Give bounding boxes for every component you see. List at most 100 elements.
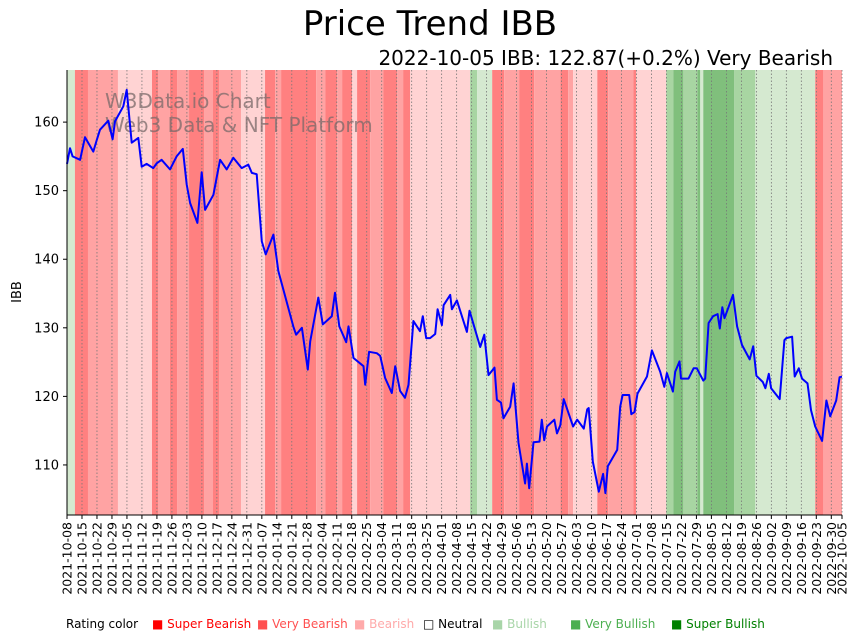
x-tick-label: 2022-02-25	[359, 522, 374, 595]
x-tick-label: 2022-02-11	[329, 522, 344, 595]
legend-swatch-icon: ■	[152, 617, 168, 631]
x-tick-label: 2022-07-08	[644, 522, 659, 595]
rating-band	[568, 70, 574, 515]
legend-item: ■ Bearish	[354, 617, 414, 631]
x-tick-label: 2022-05-27	[554, 522, 569, 595]
x-tick-label: 2022-05-06	[509, 522, 524, 595]
rating-band	[74, 70, 88, 515]
x-tick-label: 2022-06-10	[584, 522, 599, 595]
x-tick-label: 2022-09-30	[824, 522, 839, 595]
rating-band	[157, 70, 170, 515]
x-tick-label: 2022-04-29	[494, 522, 509, 595]
rating-band	[403, 70, 411, 515]
x-tick-label: 2021-10-29	[104, 522, 119, 595]
x-tick-label: 2022-01-14	[269, 522, 284, 595]
watermark-text: W3Data.io Chart	[105, 89, 271, 113]
rating-band	[213, 70, 220, 515]
legend-item: ■ Very Bullish	[570, 617, 655, 631]
y-tick-label: 130	[34, 321, 59, 336]
rating-band	[352, 70, 358, 515]
x-tick-label: 2022-06-24	[614, 522, 629, 595]
x-tick-label: 2022-06-03	[569, 522, 584, 595]
y-tick-label: 120	[34, 390, 59, 405]
rating-band	[397, 70, 404, 515]
rating-band	[410, 70, 471, 515]
legend-swatch-icon: ■	[354, 617, 370, 631]
legend-item-label: Very Bullish	[585, 617, 656, 631]
rating-band	[823, 70, 842, 515]
rating-band	[177, 70, 190, 515]
rating-band	[281, 70, 317, 515]
x-tick-label: 2021-11-12	[134, 522, 149, 595]
x-tick-label: 2022-09-02	[764, 522, 779, 595]
x-tick-label: 2022-08-05	[704, 522, 719, 595]
x-tick-label: 2022-04-01	[434, 522, 449, 595]
legend-swatch-icon: ■	[570, 617, 586, 631]
x-tick-label: 2021-12-31	[239, 522, 254, 595]
x-tick-label: 2022-03-04	[374, 522, 389, 595]
x-tick-label: 2022-05-20	[539, 522, 554, 595]
rating-band	[470, 70, 478, 515]
chart-title: Price Trend IBB	[302, 4, 558, 44]
rating-band	[519, 70, 535, 515]
rating-band	[560, 70, 569, 515]
rating-band	[755, 70, 816, 515]
x-tick-label: 2022-01-07	[254, 522, 269, 595]
rating-band	[673, 70, 684, 515]
legend-item-label: Bullish	[507, 617, 547, 631]
x-tick-label: 2022-07-15	[659, 522, 674, 595]
rating-band	[683, 70, 698, 515]
rating-band	[265, 70, 276, 515]
x-tick-label: 2022-04-22	[479, 522, 494, 595]
x-tick-label: 2022-01-28	[299, 522, 314, 595]
rating-band	[117, 70, 152, 515]
x-tick-label: 2022-08-12	[719, 522, 734, 595]
rating-band	[697, 70, 701, 515]
rating-band	[597, 70, 609, 515]
x-tick-label: 2022-03-11	[389, 522, 404, 595]
x-tick-label: 2022-04-08	[449, 522, 464, 595]
x-tick-label: 2021-12-17	[209, 522, 224, 595]
x-tick-label: 2022-05-13	[524, 522, 539, 595]
x-tick-label: 2022-07-01	[629, 522, 644, 595]
y-tick-label: 110	[34, 458, 59, 473]
x-tick-label: 2021-12-03	[179, 522, 194, 595]
rating-band	[633, 70, 637, 515]
rating-band	[342, 70, 353, 515]
y-tick-label: 160	[34, 116, 59, 131]
rating-band	[703, 70, 735, 515]
rating-band	[316, 70, 326, 515]
price-line	[66, 88, 843, 495]
legend-swatch-icon: ■	[492, 617, 508, 631]
legend-label: Rating color	[66, 617, 139, 631]
rating-band	[219, 70, 242, 515]
rating-band	[608, 70, 634, 515]
rating-band	[169, 70, 178, 515]
x-tick-label: 2022-10-05	[835, 522, 850, 595]
x-tick-label: 2022-08-19	[734, 522, 749, 595]
x-tick-label: 2022-02-04	[314, 522, 329, 595]
x-tick-label: 2022-09-16	[794, 522, 809, 595]
legend-swatch-icon: ■	[257, 617, 273, 631]
x-tick-label: 2022-02-18	[344, 522, 359, 595]
legend-swatch-icon: □	[423, 617, 439, 631]
rating-band	[700, 70, 704, 515]
rating-band	[87, 70, 118, 515]
rating-band	[151, 70, 158, 515]
chart-subtitle: 2022-10-05 IBB: 122.87(+0.2%) Very Beari…	[378, 46, 833, 70]
watermark-text: Web3 Data & NFT Platform	[105, 113, 373, 137]
x-tick-label: 2022-09-23	[809, 522, 824, 595]
y-tick-label: 140	[34, 253, 59, 268]
x-tick-label: 2021-10-15	[74, 522, 89, 595]
rating-band	[337, 70, 343, 515]
x-tick-label: 2022-03-18	[404, 522, 419, 595]
y-axis-label: IBB	[10, 281, 25, 303]
x-tick-label: 2022-04-15	[464, 522, 479, 595]
y-tick-label: 150	[34, 184, 59, 199]
rating-band	[573, 70, 598, 515]
x-tick-label: 2021-11-26	[164, 522, 179, 595]
legend-item: ■ Bullish	[492, 617, 547, 631]
x-tick-label: 2022-03-25	[419, 522, 434, 595]
x-tick-label: 2022-06-17	[599, 522, 614, 595]
rating-band	[477, 70, 493, 515]
